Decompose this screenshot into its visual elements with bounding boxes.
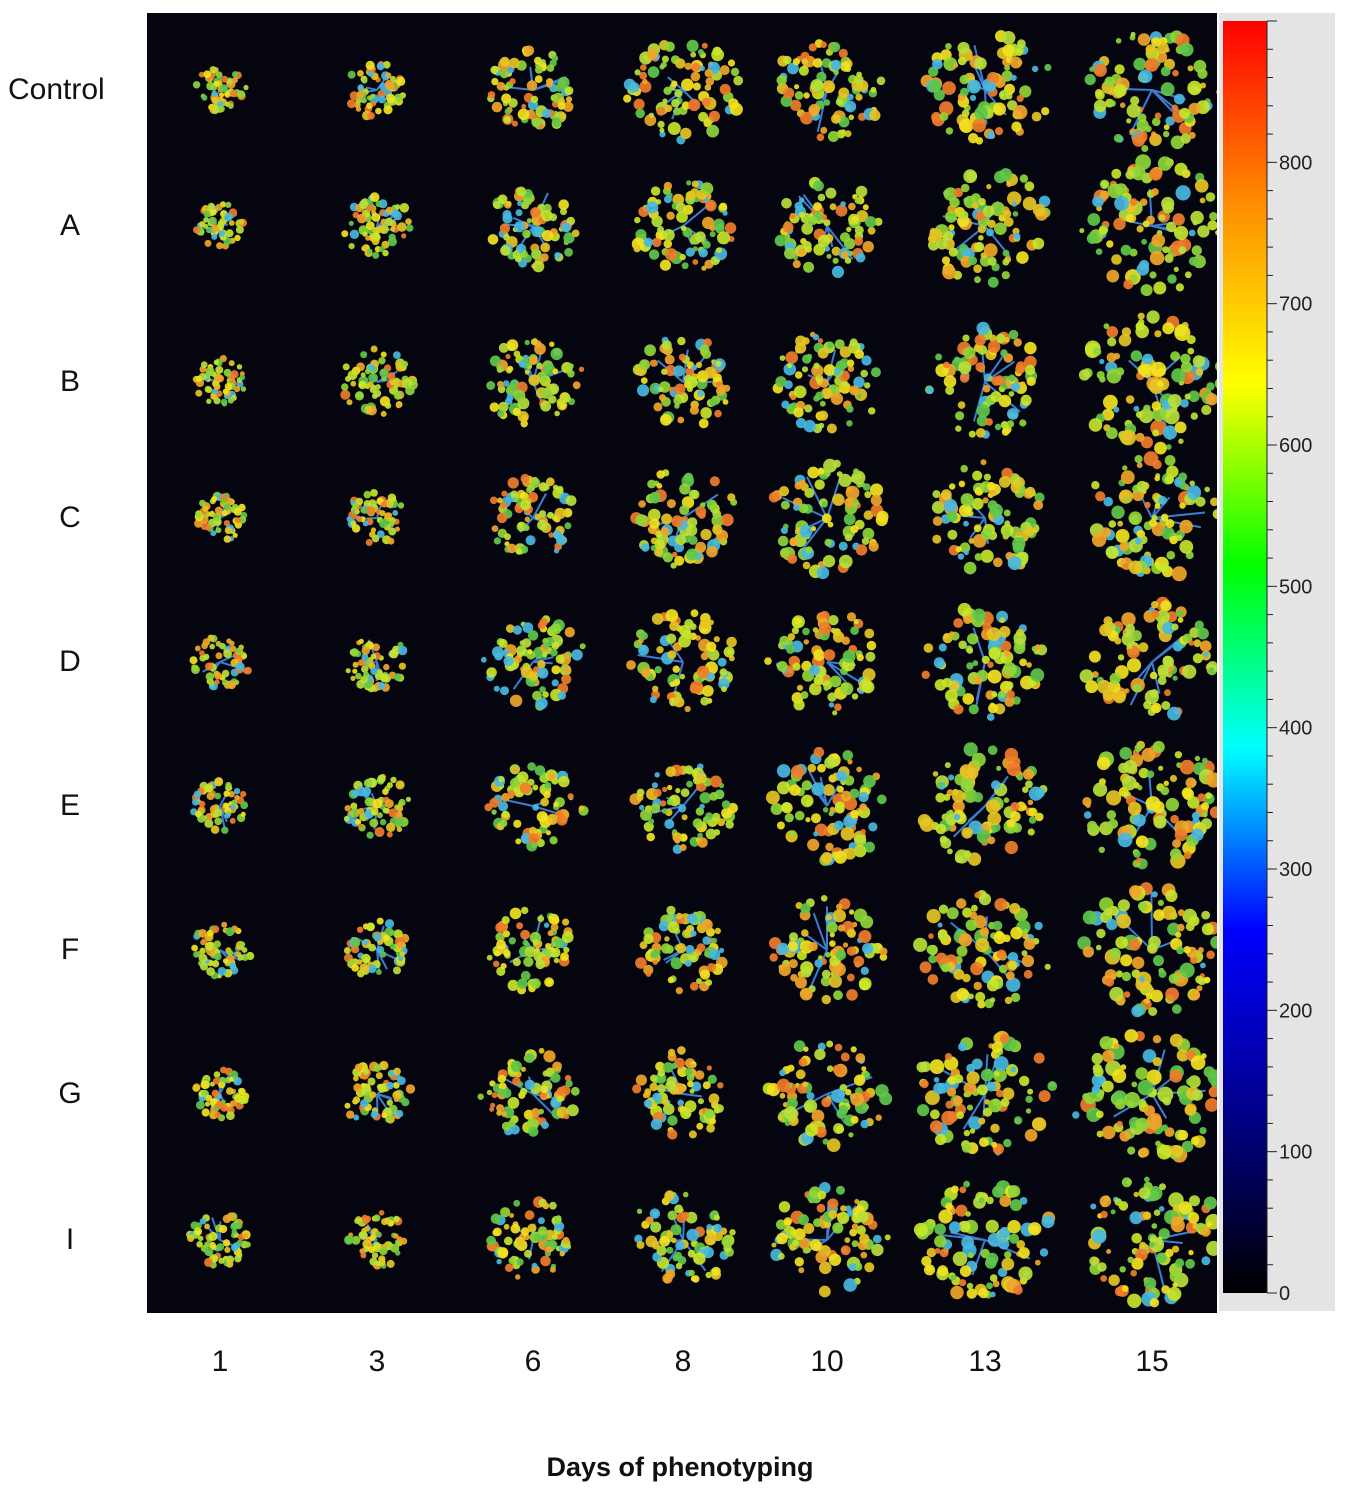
plant-image <box>629 763 738 854</box>
plant-image <box>1089 451 1217 582</box>
plant-image <box>1079 154 1217 297</box>
plant-image <box>344 1210 408 1270</box>
row-label: F <box>60 933 80 966</box>
plant-image <box>632 1046 724 1140</box>
day-axis-labels: 1 3 6 8 10 13 15 <box>147 1345 1217 1385</box>
day-label: 15 <box>1135 1345 1169 1378</box>
plant-image <box>1079 596 1217 721</box>
plant-image <box>630 469 738 569</box>
plant-image <box>487 186 580 273</box>
day-label: 13 <box>968 1345 1002 1378</box>
row-label: G <box>58 1077 82 1110</box>
plant-image <box>635 905 728 995</box>
plant-image <box>189 634 252 691</box>
colorbar-tick-label: 0 <box>1279 1283 1290 1305</box>
plant-image <box>766 746 887 866</box>
colorbar-tick-label: 600 <box>1279 435 1312 457</box>
plant-image <box>1084 30 1217 152</box>
plant-image <box>920 30 1052 145</box>
treatment-labels: Control A B C D E F G I <box>0 0 140 1320</box>
colorbar: 0 100 200 300 400 500 600 700 800 <box>1223 20 1312 1305</box>
plant-image <box>631 180 737 271</box>
plant-image <box>913 890 1051 1009</box>
row-label: C <box>59 501 81 534</box>
plant-image <box>623 39 744 145</box>
plant-image <box>486 338 585 428</box>
colorbar-tick-label: 200 <box>1279 1000 1312 1022</box>
row-label: I <box>65 1223 75 1256</box>
plant-image <box>913 1180 1056 1300</box>
plant-image <box>477 1047 580 1137</box>
plant-image <box>340 345 418 417</box>
plant-image <box>344 1060 416 1124</box>
plant-image <box>916 1030 1058 1156</box>
plant-image <box>194 491 248 543</box>
plant-image <box>193 201 247 250</box>
plant-image <box>192 1066 250 1122</box>
row-label: B <box>59 365 80 398</box>
plant-image <box>931 459 1045 575</box>
day-label: 1 <box>211 1345 229 1378</box>
plant-image <box>484 762 589 852</box>
plant-image <box>191 921 255 980</box>
plant-image <box>192 355 247 407</box>
plant-image <box>486 906 574 995</box>
colorbar-tick-label: 800 <box>1279 152 1312 174</box>
plant-image <box>769 895 888 1005</box>
plant-image <box>770 1182 891 1298</box>
plant-image <box>341 192 414 259</box>
plant-image <box>921 602 1048 721</box>
plant-image <box>774 176 883 278</box>
plant-image <box>925 321 1038 439</box>
plant-image <box>192 66 249 115</box>
plant-image <box>186 1212 251 1269</box>
plant-image <box>626 609 737 713</box>
plant-image <box>1072 1029 1217 1163</box>
row-label: A <box>59 209 80 242</box>
plant-thermal-images <box>186 30 1217 1309</box>
plant-image <box>632 336 731 429</box>
day-label: 6 <box>524 1345 542 1378</box>
row-label: D <box>59 645 81 678</box>
day-label: 10 <box>810 1345 844 1378</box>
plant-image <box>1088 1176 1217 1309</box>
plant-image <box>1077 882 1217 1018</box>
plant-image <box>768 458 889 580</box>
plant-image <box>486 1196 572 1280</box>
colorbar-panel: 0 100 200 300 400 500 600 700 800 <box>1219 13 1335 1311</box>
plant-image <box>927 168 1051 288</box>
plant-image <box>764 610 877 716</box>
plant-image <box>1082 740 1217 870</box>
plant-image <box>343 773 411 839</box>
plant-image <box>772 331 881 434</box>
day-label: 8 <box>674 1345 692 1378</box>
day-label: 3 <box>368 1345 386 1378</box>
colorbar-tick-label: 700 <box>1279 294 1312 316</box>
plant-image <box>1078 310 1217 455</box>
colorbar-tick-label: 500 <box>1279 576 1312 598</box>
plant-image <box>347 60 406 121</box>
plant-image <box>345 638 408 693</box>
plant-image <box>634 1190 736 1284</box>
plant-image <box>346 489 405 546</box>
row-label: E <box>59 789 80 822</box>
row-label: Control <box>8 73 105 106</box>
colorbar-gradient <box>1223 21 1267 1293</box>
colorbar-tick-label: 400 <box>1279 718 1312 740</box>
plant-image <box>762 1040 893 1152</box>
plant-image <box>776 39 886 142</box>
colorbar-tick-label: 100 <box>1279 1142 1312 1164</box>
colorbar-tick-label: 300 <box>1279 859 1312 881</box>
plant-image <box>343 917 410 978</box>
plant-image <box>490 473 577 555</box>
plant-image-grid <box>147 13 1217 1313</box>
plant-image <box>480 615 586 711</box>
plant-image <box>487 45 574 130</box>
plant-image <box>190 777 249 834</box>
plant-image <box>917 742 1048 866</box>
x-axis-title: Days of phenotyping <box>546 1452 814 1482</box>
